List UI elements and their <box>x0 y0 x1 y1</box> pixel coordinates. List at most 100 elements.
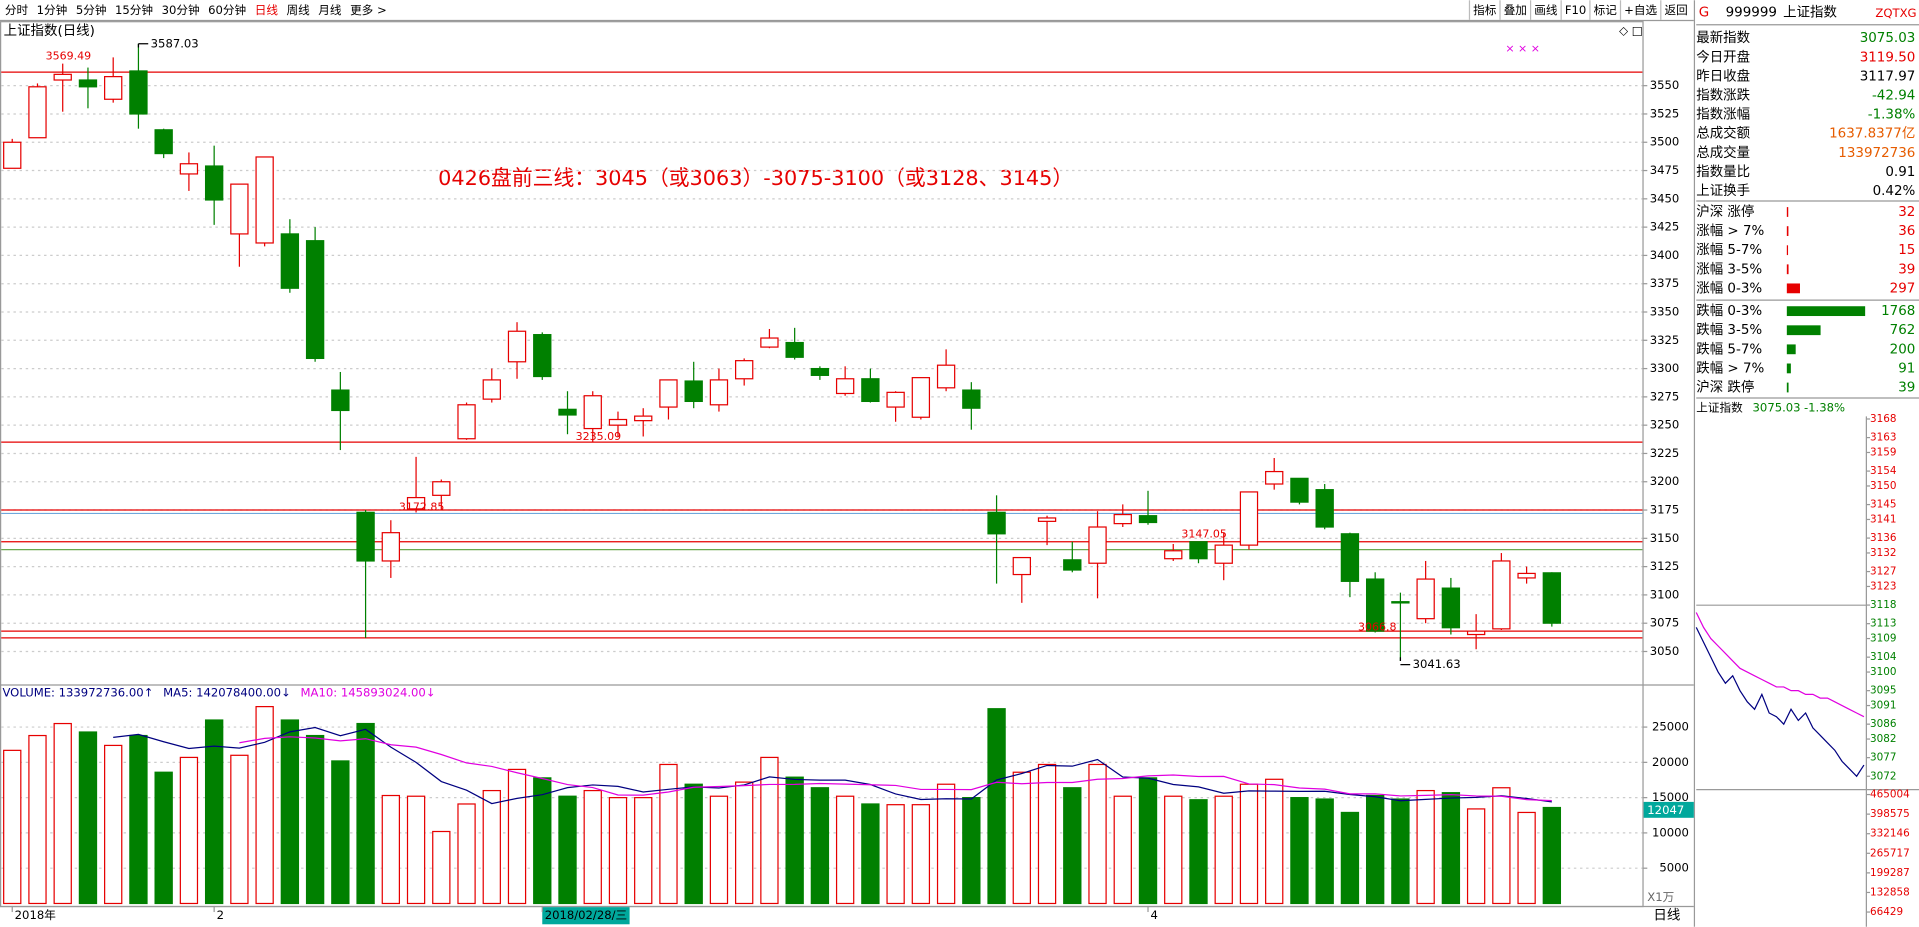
volume-bar <box>709 795 729 905</box>
volume-bar <box>179 756 199 905</box>
pointer <box>137 43 149 48</box>
dist-bar <box>1786 245 1789 256</box>
info-value: -1.38% <box>1868 108 1916 123</box>
candle-body <box>3 141 22 169</box>
x-tick-label: 2018/02/28/三 <box>545 908 627 922</box>
dist-count: 1768 <box>1881 304 1915 319</box>
volume-bar <box>583 789 602 905</box>
candle-body <box>1164 550 1183 560</box>
y-tick-label: 3154 <box>1870 465 1897 477</box>
volume-bar <box>356 722 375 905</box>
info-value: 3119.50 <box>1860 50 1916 65</box>
dist-label: 沪深 跌停 <box>1696 378 1754 395</box>
volume-bar <box>457 803 476 905</box>
volume-bar <box>1290 797 1309 905</box>
dist-label: 涨幅 5-7% <box>1696 242 1762 258</box>
volume-bar <box>1265 778 1284 905</box>
info-value: 1637.8377亿 <box>1829 126 1915 142</box>
dist-count: 91 <box>1898 361 1915 376</box>
volume-bar <box>1365 794 1385 905</box>
volume-bar <box>1542 806 1562 905</box>
volume-bar <box>634 797 653 905</box>
x-cursor-box <box>542 907 630 925</box>
y-tick-label: 3095 <box>1870 685 1896 697</box>
tool-button[interactable]: F10 <box>1565 3 1586 17</box>
y-tick-label: 3072 <box>1870 770 1896 782</box>
period-tab[interactable]: 5分钟 <box>76 3 107 17</box>
tool-button[interactable]: 指标 <box>1473 3 1497 17</box>
price-mark: 3235.09 <box>576 430 622 443</box>
window-icons[interactable]: ◇ □ <box>1619 23 1643 37</box>
y-tick-label: 132858 <box>1870 886 1910 898</box>
period-tab[interactable]: 1分钟 <box>37 3 68 17</box>
period-tab[interactable]: 更多 > <box>350 3 387 17</box>
candle-body <box>1315 489 1334 528</box>
period-tab[interactable]: 30分钟 <box>162 3 200 17</box>
candle-body <box>1239 491 1259 546</box>
symbol-name: 上证指数 <box>1783 5 1837 21</box>
info-value: 3117.97 <box>1860 69 1916 84</box>
candle-body <box>1290 477 1309 503</box>
dist-bar <box>1786 283 1800 294</box>
x-tick-label: 4 <box>1150 908 1157 922</box>
candle-body <box>129 70 148 115</box>
volume-bar <box>785 776 804 905</box>
volume-bar <box>53 722 72 905</box>
info-label: 总成交额 <box>1696 125 1750 142</box>
volume-bar <box>1391 798 1410 905</box>
dist-bar <box>1786 325 1821 336</box>
candle-body <box>1517 572 1536 579</box>
volume-bar <box>331 760 350 905</box>
volume-bar <box>28 734 47 905</box>
y-tick-label: 199287 <box>1870 867 1910 879</box>
y-tick-label: 5000 <box>1659 861 1689 875</box>
period-tab[interactable]: 60分钟 <box>208 3 246 17</box>
candle-body <box>962 389 981 409</box>
period-tab[interactable]: 分时 <box>5 3 29 17</box>
volume-bar <box>533 777 552 905</box>
y-tick-label: 332146 <box>1870 828 1910 840</box>
annotation: 0426盘前三线：3045（或3063）-3075-3100（或3128、314… <box>438 166 1073 190</box>
volume-bar <box>1441 792 1461 905</box>
candle-body <box>28 86 47 139</box>
dist-bar <box>1786 363 1791 374</box>
candle-body <box>634 415 653 422</box>
period-tab[interactable]: 月线 <box>318 3 342 17</box>
dist-label: 沪深 涨停 <box>1696 203 1754 220</box>
period-tab[interactable]: 周线 <box>287 3 311 17</box>
volume-bar <box>1466 808 1486 905</box>
period-tab[interactable]: 日线 <box>255 3 279 17</box>
volume-bar <box>735 781 754 905</box>
info-value: 0.91 <box>1885 165 1915 180</box>
dist-label: 跌幅 0-3% <box>1696 303 1762 319</box>
x-tick-label: 2 <box>217 908 224 922</box>
tool-button[interactable]: 叠加 <box>1504 3 1527 17</box>
candle-body <box>78 79 98 88</box>
volume-bar <box>3 749 22 905</box>
y-tick-label: 20000 <box>1652 755 1689 769</box>
candle-body <box>104 76 123 100</box>
candle-body <box>432 481 451 496</box>
tool-button[interactable]: 画线 <box>1534 3 1558 17</box>
volume-bar <box>911 804 931 905</box>
minute-title: 上证指数 <box>1696 400 1743 414</box>
candle-body <box>936 364 956 389</box>
period-label: 日线 <box>1653 908 1680 924</box>
tool-button[interactable]: +自选 <box>1624 3 1657 17</box>
price-mark: 3147.05 <box>1181 527 1227 540</box>
period-tab[interactable]: 15分钟 <box>115 3 153 17</box>
tool-button[interactable]: 标记 <box>1594 3 1618 17</box>
volume-bar <box>886 804 905 905</box>
dist-count: 39 <box>1898 262 1915 277</box>
candle-body <box>356 511 375 562</box>
volume-bar <box>1164 795 1183 905</box>
candle-body <box>835 378 855 395</box>
y-tick-label: 3550 <box>1650 78 1680 92</box>
tool-button[interactable]: 返回 <box>1664 3 1687 17</box>
volume-bar <box>760 756 779 905</box>
dist-count: 32 <box>1898 205 1915 220</box>
candle-body <box>255 156 274 244</box>
volume-bar <box>1315 798 1334 905</box>
y-tick-label: 3350 <box>1650 305 1680 319</box>
